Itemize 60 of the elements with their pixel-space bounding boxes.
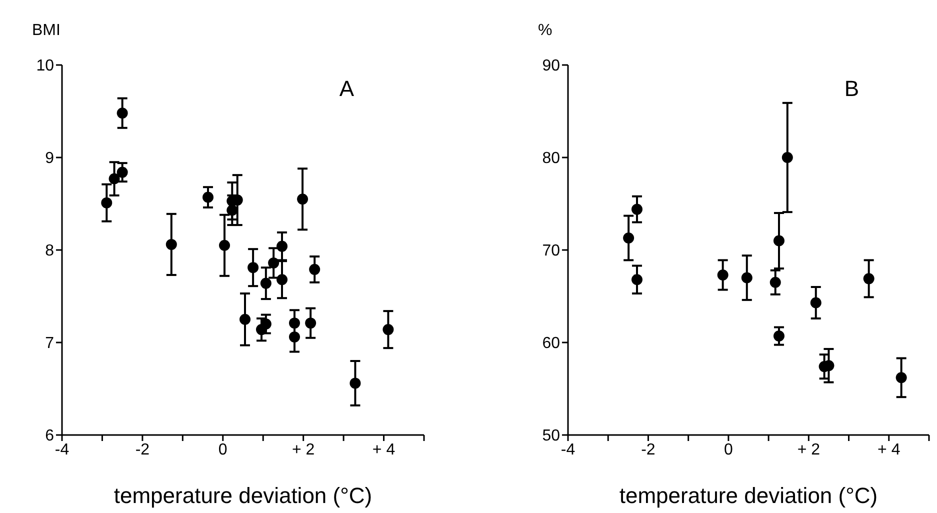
point — [623, 232, 634, 244]
point — [382, 324, 394, 336]
y-tick-label: 90 — [542, 58, 560, 75]
point — [810, 297, 822, 308]
y-tick-label: 80 — [542, 150, 560, 168]
y-axis-title: % — [538, 22, 552, 40]
point — [260, 278, 272, 289]
point — [770, 276, 781, 288]
point — [863, 273, 874, 284]
x-tick-label: + 2 — [797, 441, 820, 458]
x-axis-title: temperature deviation (°C) — [114, 483, 372, 508]
point — [166, 238, 177, 250]
point — [350, 378, 361, 389]
point — [116, 166, 128, 178]
y-tick-label: 10 — [36, 58, 54, 75]
point — [288, 318, 300, 329]
point — [248, 262, 259, 274]
point — [219, 240, 230, 251]
x-tick-label: 0 — [218, 441, 228, 458]
point — [276, 240, 288, 252]
y-tick-label: 50 — [542, 428, 560, 445]
point — [260, 318, 272, 330]
x-tick-label: + 4 — [372, 441, 396, 458]
point — [305, 318, 316, 329]
y-axis-title: BMI — [32, 22, 60, 40]
y-tick-label: 70 — [542, 242, 560, 260]
y-tick-label: 8 — [45, 242, 54, 260]
point — [717, 269, 728, 280]
point — [297, 194, 308, 205]
y-tick-label: 60 — [542, 335, 560, 352]
point — [101, 197, 112, 208]
point — [108, 173, 120, 184]
y-tick-label: 7 — [45, 335, 54, 352]
point — [773, 330, 784, 342]
annotation: B — [844, 76, 859, 102]
y-tick-label: 6 — [45, 428, 54, 445]
x-tick-label: + 4 — [878, 441, 900, 458]
point — [226, 204, 238, 216]
x-tick-label: + 2 — [292, 441, 315, 458]
x-tick-label: -2 — [641, 441, 656, 458]
x-tick-label: 0 — [724, 441, 733, 458]
annotation: A — [339, 76, 354, 102]
x-tick-label: -4 — [54, 441, 70, 458]
point — [773, 235, 784, 246]
x-tick-label: -4 — [560, 441, 576, 458]
point — [896, 372, 907, 384]
y-tick-label: 9 — [45, 150, 54, 168]
x-tick-label: -2 — [135, 441, 150, 458]
point — [268, 257, 280, 268]
x-axis-title: temperature deviation (°C) — [619, 483, 878, 508]
point — [116, 108, 128, 119]
point — [782, 152, 793, 163]
point — [741, 272, 752, 284]
point — [202, 192, 214, 203]
point — [288, 331, 300, 342]
point — [276, 274, 288, 286]
point — [240, 314, 251, 325]
point — [309, 264, 320, 275]
point — [631, 204, 642, 215]
point — [631, 274, 642, 286]
